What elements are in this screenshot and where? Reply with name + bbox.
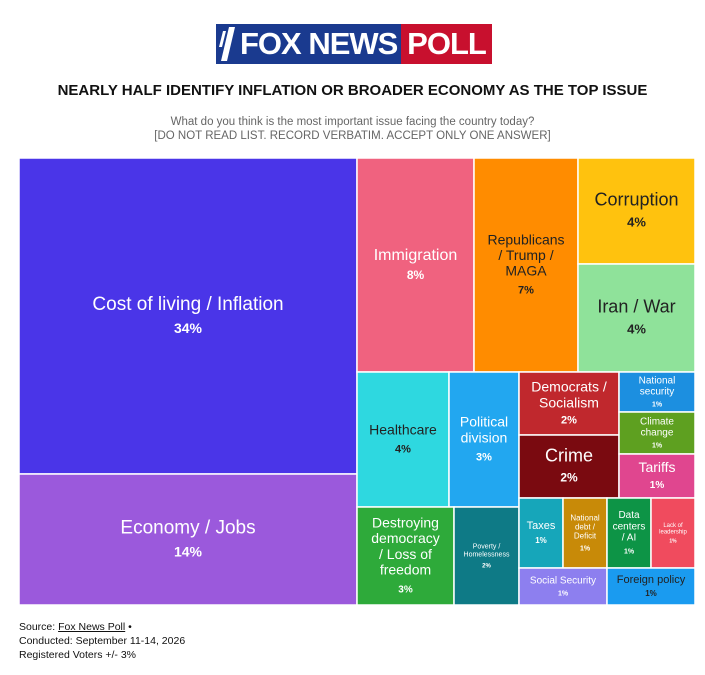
treemap-value-taxes: 1% [535, 536, 547, 545]
treemap-value-economy-jobs: 14% [174, 544, 203, 560]
treemap-label-corruption: Corruption [594, 190, 678, 210]
treemap-label-republicans-trump-maga: Republicans / Trump / MAGA [487, 231, 564, 278]
treemap-value-republicans-trump-maga: 7% [518, 285, 534, 297]
treemap-tile-healthcare [356, 371, 450, 508]
treemap-tile-democrats-socialism [518, 371, 620, 436]
treemap-value-poverty-homelessness: 2% [482, 563, 491, 569]
source-label: Source: [19, 621, 56, 633]
treemap-value-national-security: 1% [652, 402, 663, 409]
source-bullet: • [128, 621, 132, 633]
treemap-value-corruption: 4% [627, 215, 646, 230]
source-line: Source: Fox News Poll • [19, 621, 132, 633]
treemap-tile-cost-of-living-inflation [18, 157, 358, 475]
treemap-tile-foreign-policy [606, 567, 696, 606]
treemap-label-cost-of-living-inflation: Cost of living / Inflation [92, 294, 283, 315]
treemap-label-tariffs: Tariffs [638, 459, 675, 475]
treemap-value-social-security: 1% [558, 590, 569, 597]
treemap-value-climate-change: 1% [652, 443, 663, 450]
treemap-value-foreign-policy: 1% [645, 589, 657, 598]
treemap-label-national-security: National security [639, 375, 676, 397]
treemap-label-poverty-homelessness: Poverty / Homelessness [464, 544, 510, 559]
treemap-label-climate-change: Climate change [640, 416, 674, 438]
treemap-tile-republicans-trump-maga [473, 157, 579, 373]
treemap-label-destroying-democracy-loss-of-freedom: Destroying democracy / Loss of freedom [371, 515, 439, 578]
treemap-value-democrats-socialism: 2% [561, 414, 577, 426]
treemap-tile-iran-war [577, 263, 696, 373]
interviewer-instructions: [DO NOT READ LIST. RECORD VERBATIM. ACCE… [154, 130, 551, 142]
treemap-label-political-division: Political division [460, 414, 508, 446]
source-link[interactable]: Fox News Poll [58, 621, 126, 633]
conducted-dates: Conducted: September 11-14, 2026 [19, 635, 186, 647]
poll-badge: POLL [401, 24, 492, 64]
fox-stripe-icon [219, 27, 235, 61]
treemap-value-cost-of-living-inflation: 34% [174, 320, 203, 336]
fox-news-wordmark: FOX NEWS [216, 24, 401, 64]
treemap-tile-lack-of-leadership [650, 497, 696, 569]
treemap-value-national-debt-deficit: 1% [580, 545, 591, 552]
treemap-label-healthcare: Healthcare [369, 422, 437, 438]
treemap-label-economy-jobs: Economy / Jobs [120, 518, 255, 539]
treemap-value-destroying-democracy-loss-of-freedom: 3% [398, 585, 413, 596]
treemap-label-national-debt-deficit: National debt / Deficit [570, 513, 600, 540]
treemap-tile-political-division [448, 371, 520, 508]
treemap-label-immigration: Immigration [374, 247, 458, 264]
treemap-label-democrats-socialism: Democrats / Socialism [531, 379, 607, 411]
treemap-label-taxes: Taxes [527, 520, 556, 532]
survey-question: What do you think is the most important … [170, 116, 535, 128]
treemap-value-healthcare: 4% [395, 444, 411, 456]
treemap-tile-crime [518, 434, 620, 499]
registered-voters-margin: Registered Voters +/- 3% [19, 649, 137, 661]
treemap-value-iran-war: 4% [627, 322, 646, 337]
treemap-value-data-centers-ai: 1% [624, 549, 635, 556]
treemap-value-political-division: 3% [476, 451, 492, 463]
treemap-tile-climate-change [618, 411, 696, 455]
treemap-label-crime: Crime [545, 446, 593, 466]
treemap-tile-national-debt-deficit [562, 497, 608, 569]
treemap-label-social-security: Social Security [530, 575, 596, 586]
treemap-value-crime: 2% [560, 471, 578, 485]
treemap-tile-social-security [518, 567, 608, 606]
treemap-label-foreign-policy: Foreign policy [617, 574, 686, 586]
treemap-tile-tariffs [618, 453, 696, 499]
treemap-label-data-centers-ai: Data centers / AI [613, 510, 646, 543]
treemap-value-immigration: 8% [407, 268, 425, 282]
treemap-tile-immigration [356, 157, 475, 373]
treemap-label-lack-of-leadership: Lack of leadership [659, 523, 687, 536]
treemap-value-lack-of-leadership: 1% [669, 539, 677, 545]
treemap-value-tariffs: 1% [650, 480, 665, 491]
treemap-tile-destroying-democracy-loss-of-freedom [356, 506, 455, 606]
chart-title: NEARLY HALF IDENTIFY INFLATION OR BROADE… [57, 82, 648, 99]
treemap-tile-economy-jobs [18, 473, 358, 606]
fox-news-poll-logo: FOX NEWS POLL [216, 24, 492, 64]
treemap-tile-corruption [577, 157, 696, 265]
brand-text: FOX NEWS [240, 26, 398, 61]
treemap-tile-taxes [518, 497, 564, 569]
treemap-label-iran-war: Iran / War [597, 297, 675, 317]
